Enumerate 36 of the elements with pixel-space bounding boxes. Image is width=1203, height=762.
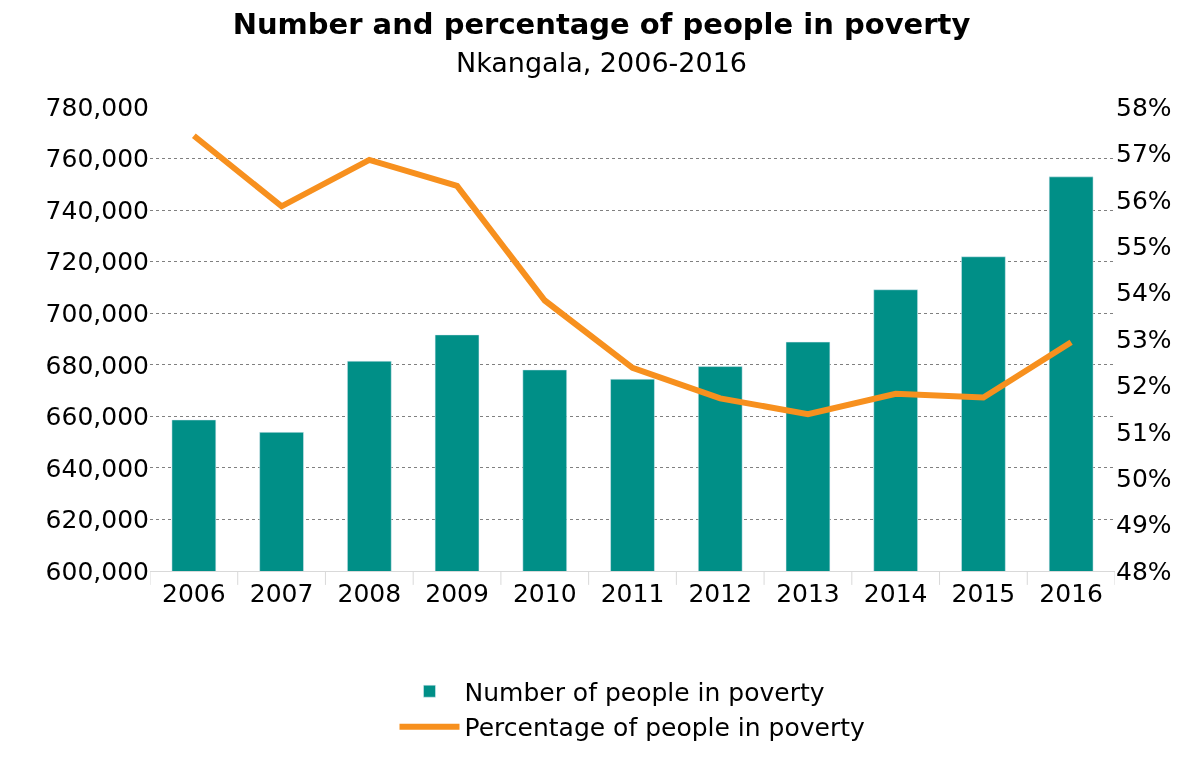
y2-tick-label: 52% — [1116, 371, 1172, 401]
y-tick-label: 640,000 — [45, 453, 149, 483]
x-tick-label: 2013 — [776, 579, 840, 608]
y2-tick-label: 56% — [1116, 185, 1172, 215]
y2-tick-label: 55% — [1116, 231, 1172, 261]
x-tick-label: 2016 — [1039, 579, 1103, 608]
x-tick-label: 2007 — [249, 579, 314, 608]
chart-title: Number and percentage of people in poverty — [232, 7, 971, 42]
y-tick-label: 780,000 — [45, 92, 149, 122]
x-tick-label: 2008 — [337, 579, 402, 608]
y2-tick-label: 48% — [1116, 556, 1172, 586]
legend-label: Percentage of people in poverty — [464, 713, 865, 743]
y-tick-label: 720,000 — [45, 247, 149, 277]
y-tick-label: 620,000 — [45, 505, 149, 535]
y-tick-label: 760,000 — [45, 144, 149, 174]
legend-label: Number of people in poverty — [464, 677, 825, 707]
y2-tick-label: 53% — [1116, 324, 1172, 354]
y2-tick-label: 50% — [1116, 463, 1172, 493]
y2-tick-label: 49% — [1116, 510, 1172, 540]
y2-tick-label: 58% — [1116, 92, 1172, 122]
x-tick-label: 2014 — [863, 579, 928, 608]
y-tick-label: 600,000 — [45, 556, 149, 586]
y-tick-label: 660,000 — [45, 402, 149, 432]
x-tick-label: 2015 — [951, 579, 1016, 608]
y2-tick-label: 51% — [1116, 417, 1172, 447]
chart-subtitle: Nkangala, 2006-2016 — [455, 46, 748, 78]
y2-tick-label: 54% — [1116, 278, 1172, 308]
y-tick-label: 680,000 — [45, 350, 149, 380]
y-tick-label: 740,000 — [45, 195, 149, 225]
x-tick-label: 2011 — [600, 579, 665, 608]
y-tick-label: 700,000 — [45, 298, 149, 328]
x-tick-label: 2012 — [688, 579, 753, 608]
x-tick-label: 2006 — [162, 579, 226, 608]
x-tick-label: 2009 — [425, 579, 489, 608]
x-tick-label: 2010 — [512, 579, 577, 608]
y2-tick-label: 57% — [1116, 139, 1172, 169]
